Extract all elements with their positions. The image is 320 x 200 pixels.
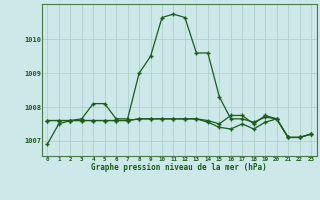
X-axis label: Graphe pression niveau de la mer (hPa): Graphe pression niveau de la mer (hPa) bbox=[91, 163, 267, 172]
